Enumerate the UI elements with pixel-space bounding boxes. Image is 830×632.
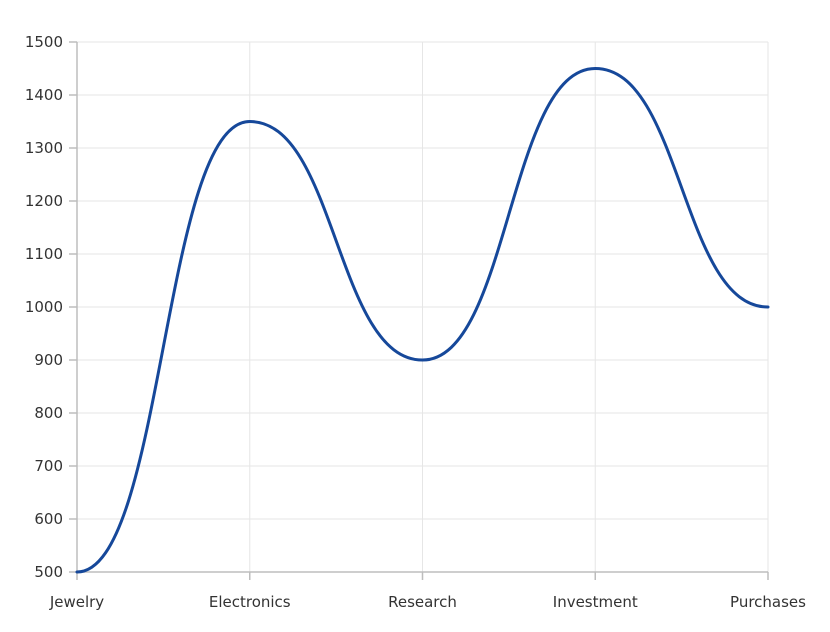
y-tick-label: 500: [34, 563, 63, 581]
series-line: [75, 67, 770, 574]
y-tick-label: 1000: [25, 298, 63, 316]
y-tick-label: 700: [34, 457, 63, 475]
x-tick-label: Investment: [553, 593, 638, 611]
axes: [69, 41, 769, 580]
y-tick-label: 1500: [25, 33, 63, 51]
x-tick-label: Jewelry: [49, 593, 104, 611]
y-tick-label: 1100: [25, 245, 63, 263]
y-tick-label: 600: [34, 510, 63, 528]
y-tick-label: 1300: [25, 139, 63, 157]
y-tick-label: 800: [34, 404, 63, 422]
series-layer: [75, 67, 770, 574]
y-tick-label: 900: [34, 351, 63, 369]
grid: [76, 41, 769, 573]
x-tick-label: Electronics: [209, 593, 291, 611]
x-tick-label: Research: [388, 593, 457, 611]
tick-labels: 500 600 700 800 900 1000 1100 1200 1300 1400 1500 J…: [25, 33, 806, 611]
x-tick-label: Purchases: [730, 593, 806, 611]
y-tick-label: 1400: [25, 86, 63, 104]
y-tick-label: 1200: [25, 192, 63, 210]
